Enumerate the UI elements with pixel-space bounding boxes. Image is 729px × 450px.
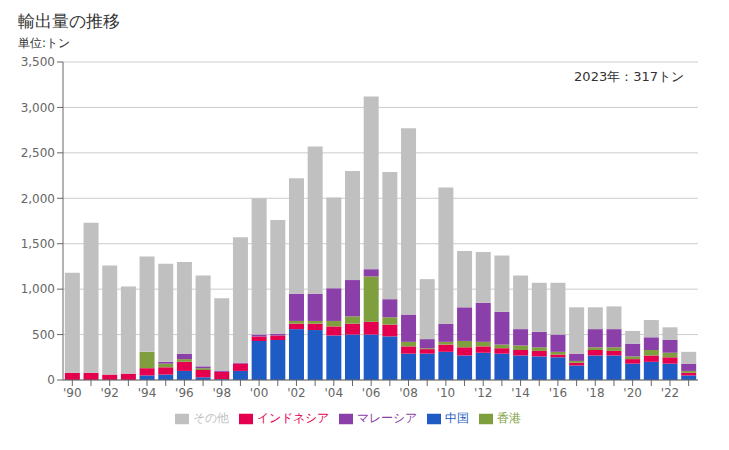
- html-text:その他: その他: [193, 411, 229, 425]
- html-text:香港: 香港: [497, 411, 521, 425]
- html-text:単位:トン: 単位:トン: [18, 36, 70, 50]
- html-text:中国: 中国: [445, 411, 469, 425]
- svg-text:'16: '16: [549, 386, 568, 400]
- svg-text:2,000: 2,000: [21, 192, 55, 206]
- svg-text:'96: '96: [175, 386, 194, 400]
- svg-text:'14: '14: [511, 386, 530, 400]
- svg-text:1,500: 1,500: [21, 237, 55, 251]
- svg-text:'02: '02: [287, 386, 306, 400]
- svg-text:2,500: 2,500: [21, 146, 55, 160]
- svg-text:'90: '90: [63, 386, 82, 400]
- html-text:輸出量の推移: 輸出量の推移: [18, 11, 120, 31]
- html-text:2023年：317トン: 2023年：317トン: [574, 69, 684, 84]
- svg-text:'22: '22: [661, 386, 680, 400]
- svg-text:3,500: 3,500: [21, 55, 55, 69]
- svg-text:'94: '94: [138, 386, 157, 400]
- svg-text:'18: '18: [586, 386, 605, 400]
- svg-text:'06: '06: [362, 386, 381, 400]
- svg-text:0: 0: [47, 373, 55, 387]
- html-text:インドネシア: インドネシア: [257, 411, 329, 425]
- svg-text:'92: '92: [100, 386, 119, 400]
- html-text:マレーシア: マレーシア: [357, 411, 417, 425]
- svg-text:3,000: 3,000: [21, 101, 55, 115]
- svg-text:1,000: 1,000: [21, 282, 55, 296]
- svg-text:'08: '08: [399, 386, 418, 400]
- svg-text:'98: '98: [212, 386, 231, 400]
- svg-text:'00: '00: [250, 386, 269, 400]
- svg-text:'12: '12: [474, 386, 493, 400]
- svg-text:500: 500: [32, 328, 55, 342]
- svg-text:'04: '04: [325, 386, 344, 400]
- svg-text:'20: '20: [623, 386, 642, 400]
- svg-text:'10: '10: [437, 386, 456, 400]
